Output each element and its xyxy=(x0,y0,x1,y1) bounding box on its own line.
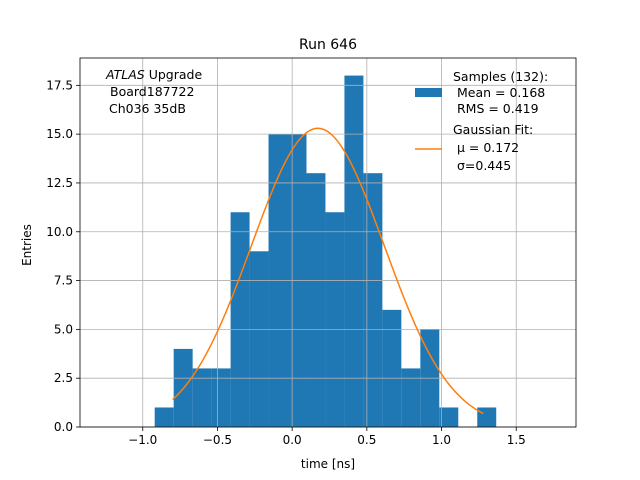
legend-samples-rms: RMS = 0.419 xyxy=(453,101,539,116)
legend-samples-title: Samples (132): xyxy=(453,69,548,84)
x-tick-label: 1.0 xyxy=(432,433,451,447)
x-axis-label: time [ns] xyxy=(301,457,355,471)
histogram-bar xyxy=(192,368,212,427)
fit-line xyxy=(172,127,484,415)
x-tick-label: 0.5 xyxy=(357,433,376,447)
y-tick-label: 5.0 xyxy=(54,322,73,336)
atlas-label: ATLAS xyxy=(105,67,145,82)
axes-border xyxy=(79,57,577,428)
y-axis-ticks: 0.0 2.5 5.0 7.5 10.0 12.5 15.0 17.5 xyxy=(46,78,80,434)
x-tick-label: 0.0 xyxy=(283,433,302,447)
channel-label: Ch036 35dB xyxy=(109,101,186,116)
histogram-bar xyxy=(211,368,231,427)
chart-title: Run 646 xyxy=(299,37,357,53)
histogram-bar xyxy=(154,407,174,427)
y-tick-label: 2.5 xyxy=(54,371,73,385)
upgrade-label: Upgrade xyxy=(145,67,203,82)
y-tick-label: 7.5 xyxy=(54,274,73,288)
x-axis-ticks: −1.0 −0.5 0.0 0.5 1.0 1.5 xyxy=(128,427,526,447)
gaussian-fit-curve xyxy=(172,127,484,415)
legend-samples-swatch xyxy=(415,88,442,97)
histogram-bar xyxy=(439,407,459,427)
histogram-bar xyxy=(325,212,345,427)
y-axis-label: Entries xyxy=(20,224,34,266)
histogram-bar xyxy=(477,407,497,427)
legend-fit-title: Gaussian Fit: xyxy=(453,122,533,137)
histogram-bar xyxy=(382,309,402,427)
histogram-bar xyxy=(363,173,383,427)
axes-frame xyxy=(79,57,577,428)
histogram-bars xyxy=(154,75,497,428)
y-tick-label: 17.5 xyxy=(46,78,73,92)
y-tick-label: 0.0 xyxy=(54,420,73,434)
legend-samples-mean: Mean = 0.168 xyxy=(453,85,545,100)
x-tick-label: −1.0 xyxy=(128,433,157,447)
histogram-bar xyxy=(306,173,326,427)
legend-fit-mu: μ = 0.172 xyxy=(453,140,519,155)
legend: Samples (132): Mean = 0.168 RMS = 0.419 … xyxy=(415,69,548,173)
histogram-bar xyxy=(401,368,421,427)
histogram-bar xyxy=(249,251,269,427)
y-tick-label: 12.5 xyxy=(46,176,73,190)
x-tick-label: −0.5 xyxy=(203,433,232,447)
atlas-annotation: ATLAS Upgrade Board187722 Ch036 35dB xyxy=(105,67,202,116)
y-tick-label: 15.0 xyxy=(46,127,73,141)
legend-fit-sigma: σ=0.445 xyxy=(453,158,511,173)
board-label: Board187722 xyxy=(110,84,194,99)
x-tick-label: 1.5 xyxy=(507,433,526,447)
svg-text:ATLAS Upgrade: ATLAS Upgrade xyxy=(105,67,202,82)
histogram-bar xyxy=(344,75,364,428)
y-tick-label: 10.0 xyxy=(46,225,73,239)
histogram-bar xyxy=(230,212,250,427)
